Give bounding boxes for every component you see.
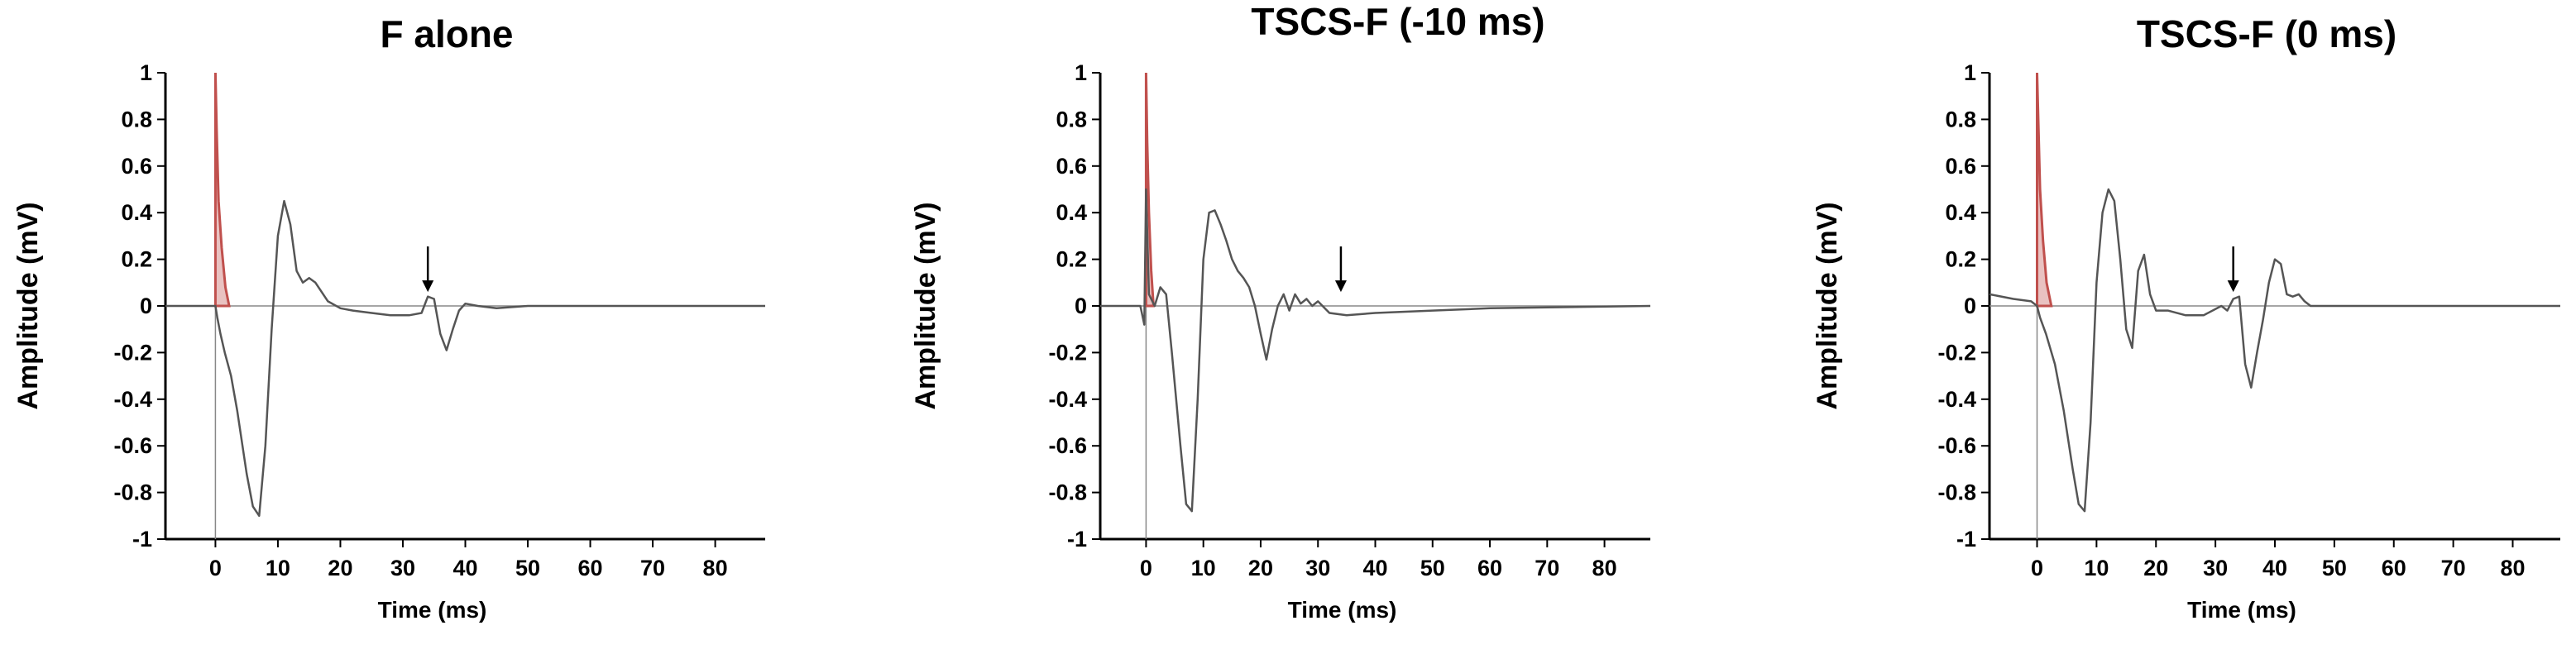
y-tick-label: -0.8 [1937,480,1976,505]
x-tick-label: 70 [640,556,665,580]
stimulus-artifact [213,72,231,308]
y-tick-label: 0 [1964,294,1976,318]
y-tick-label: -0.2 [1937,340,1976,365]
y-tick-label: 0.6 [121,154,152,179]
x-tick-label: 0 [1140,556,1152,580]
stimulus-artifact [2036,72,2053,308]
y-tick-label: 0.2 [1056,247,1087,272]
chart-title: TSCS-F (-10 ms) [1251,0,1544,43]
chart-tscs-f-0: TSCS-F (0 ms) 1 0.8 0.6 0.4 0.2 0 -0.2 -0.4 -0.6 -… [1812,12,2560,623]
y-tick-label: 0.2 [121,247,152,272]
y-tick-label: 0.8 [121,107,152,131]
x-tick-label: 60 [1477,556,1502,580]
y-tick-label: -0.6 [113,433,152,458]
emg-trace [1100,188,1651,513]
y-tick-label: 1 [1964,60,1976,85]
y-tick-label: -0.2 [1048,340,1087,365]
x-tick-label: 40 [452,556,477,580]
y-tick-label: -1 [1956,527,1976,552]
x-tick-label: 40 [1362,556,1387,580]
y-tick-label: -0.6 [1048,433,1087,458]
y-tick-label: 0.8 [1945,107,1976,131]
y-tick-label: -1 [1067,527,1087,552]
y-tick-label: 0.6 [1945,154,1976,179]
f-wave-arrow [2227,246,2239,293]
x-tick-label: 30 [2203,556,2228,580]
y-tick-label: -1 [132,527,152,552]
y-tick-label: -0.8 [1048,480,1087,505]
x-tick-label: 50 [515,556,540,580]
x-tick-label: 70 [1535,556,1559,580]
x-tick-label: 50 [2322,556,2347,580]
chart-title: TSCS-F (0 ms) [2137,12,2396,55]
y-tick-label: 0.6 [1056,154,1087,179]
x-tick-label: 60 [2382,556,2406,580]
x-axis-label: Time (ms) [378,597,487,623]
y-tick-label: -0.4 [1048,387,1087,412]
x-tick-label: 60 [578,556,603,580]
y-tick-label: 0 [140,294,152,318]
y-tick-label: 0.4 [121,200,152,225]
chart-tscs-f-minus10: TSCS-F (-10 ms) 1 0.8 0.6 0.4 0.2 0 -0.2 -0.4 -0.… [910,0,1651,623]
x-tick-label: 10 [266,556,290,580]
x-tick-label: 30 [390,556,415,580]
x-axis-label: Time (ms) [1288,597,1397,623]
y-tick-label: -0.8 [113,480,152,505]
y-tick-label: -0.6 [1937,433,1976,458]
y-axis-label: Amplitude (mV) [910,202,941,409]
emg-trace [165,199,765,518]
x-tick-label: 10 [2084,556,2109,580]
y-tick-label: 0 [1075,294,1087,318]
x-tick-label: 80 [1592,556,1617,580]
f-wave-arrow [422,246,434,293]
x-tick-label: 50 [1420,556,1445,580]
x-axis-label: Time (ms) [2187,597,2296,623]
y-tick-label: -0.4 [1937,387,1976,412]
chart-f-alone: F alone 1 0.8 0.6 0.4 0.2 0 -0.2 -0.4 -0.6 -0.8 -1 0… [12,12,765,623]
y-tick-label: -0.4 [113,387,152,412]
emg-trace [1989,188,2560,513]
x-tick-label: 30 [1305,556,1330,580]
y-tick-label: 1 [1075,60,1087,85]
x-tick-label: 80 [2500,556,2525,580]
x-tick-label: 0 [209,556,222,580]
x-tick-label: 70 [2441,556,2466,580]
y-tick-label: 0.4 [1945,200,1976,225]
y-axis-label: Amplitude (mV) [12,202,44,409]
chart-title: F alone [380,12,513,55]
x-tick-label: 20 [2143,556,2168,580]
y-tick-label: 0.8 [1056,107,1087,131]
f-wave-arrow [1334,246,1347,293]
y-tick-label: 1 [140,60,152,85]
stimulus-artifact [1144,72,1156,308]
x-tick-label: 0 [2031,556,2043,580]
x-tick-label: 40 [2262,556,2287,580]
x-tick-label: 20 [1248,556,1273,580]
x-tick-label: 80 [703,556,728,580]
x-tick-label: 10 [1191,556,1216,580]
y-tick-label: 0.2 [1945,247,1976,272]
y-axis-label: Amplitude (mV) [1812,202,1843,409]
x-tick-label: 20 [328,556,352,580]
y-tick-label: -0.2 [113,340,152,365]
y-tick-label: 0.4 [1056,200,1087,225]
